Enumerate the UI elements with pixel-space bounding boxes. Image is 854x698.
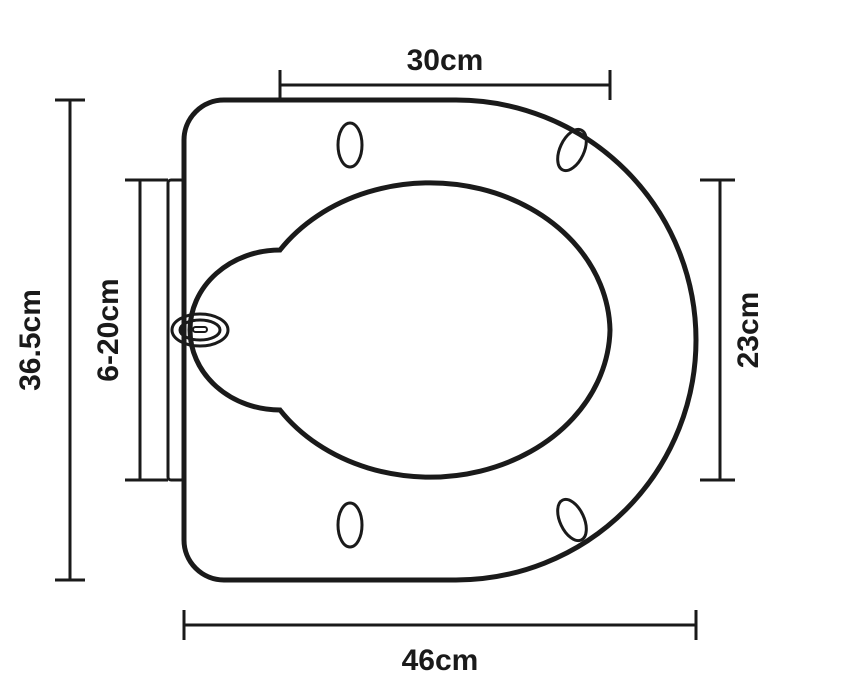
seat-outline [184,100,696,580]
bumper-bottom-right [552,495,592,545]
dim-overall-height-label: 36.5cm [14,289,47,391]
dim-opening-height-label: 23cm [732,292,765,369]
seat-opening [190,183,610,477]
bumper-bottom-left [338,503,362,547]
dim-overall-width [184,610,696,640]
bumper-top-right [552,125,592,175]
dim-hinge-range [125,180,168,480]
dim-hinge-range-label: 6-20cm [92,278,125,381]
dim-opening-width-label: 30cm [407,44,484,77]
bumper-top-left [338,123,362,167]
technical-drawing: 30cm 46cm 36.5cm 6-20cm 23cm [0,0,854,698]
dim-overall-height [55,100,85,580]
hinge-button [172,314,228,346]
dim-opening-height [700,180,735,480]
dim-overall-width-label: 46cm [402,644,479,677]
